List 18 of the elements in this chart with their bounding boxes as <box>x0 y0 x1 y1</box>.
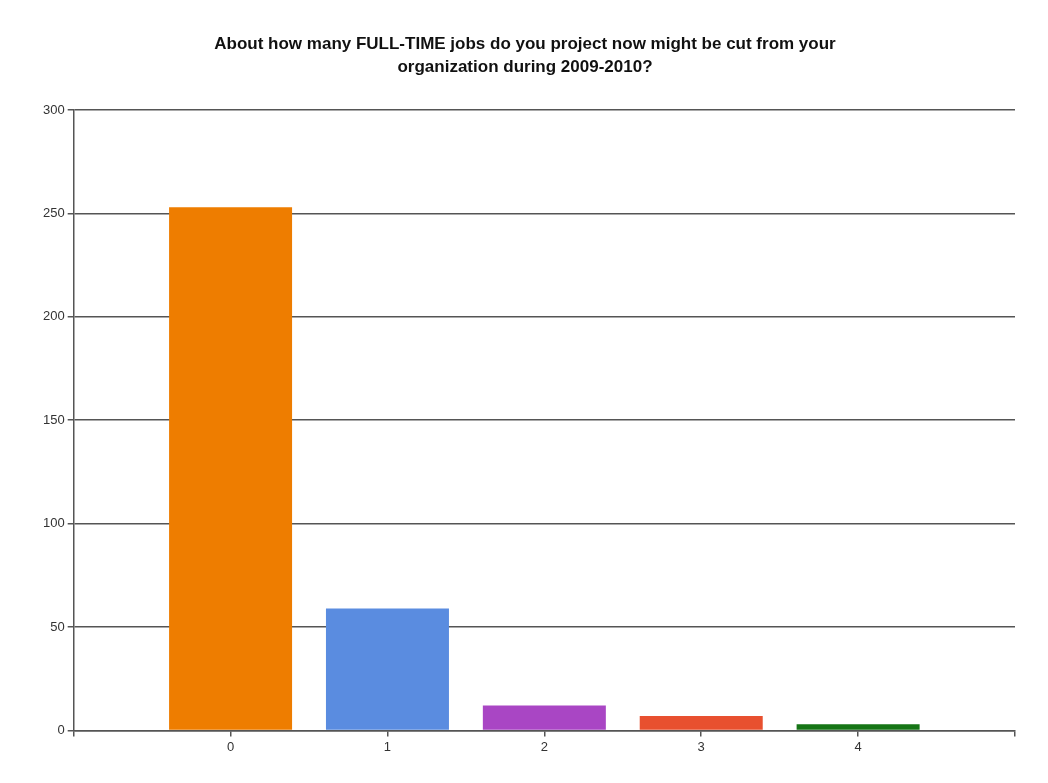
x-tick-label: 1 <box>383 738 392 754</box>
bar <box>482 705 606 730</box>
bar <box>796 724 920 730</box>
y-tick-label: 250 <box>42 204 65 220</box>
bar <box>169 207 293 730</box>
x-tick-label: 3 <box>697 738 705 754</box>
x-tick-label: 0 <box>226 738 235 754</box>
y-tick-label: 300 <box>42 101 65 117</box>
y-tick-label: 200 <box>42 308 65 324</box>
bar <box>639 715 763 730</box>
y-tick-label: 0 <box>57 721 65 737</box>
bar <box>325 608 449 730</box>
chart-title: About how many FULL-TIME jobs do you project now might be cut from your organization during 2009-2010? <box>213 33 837 78</box>
x-tick-label: 2 <box>540 738 548 754</box>
y-tick-label: 150 <box>42 411 65 427</box>
x-tick-label: 4 <box>854 738 862 754</box>
y-tick-label: 100 <box>42 515 65 531</box>
y-tick-label: 50 <box>50 618 65 634</box>
